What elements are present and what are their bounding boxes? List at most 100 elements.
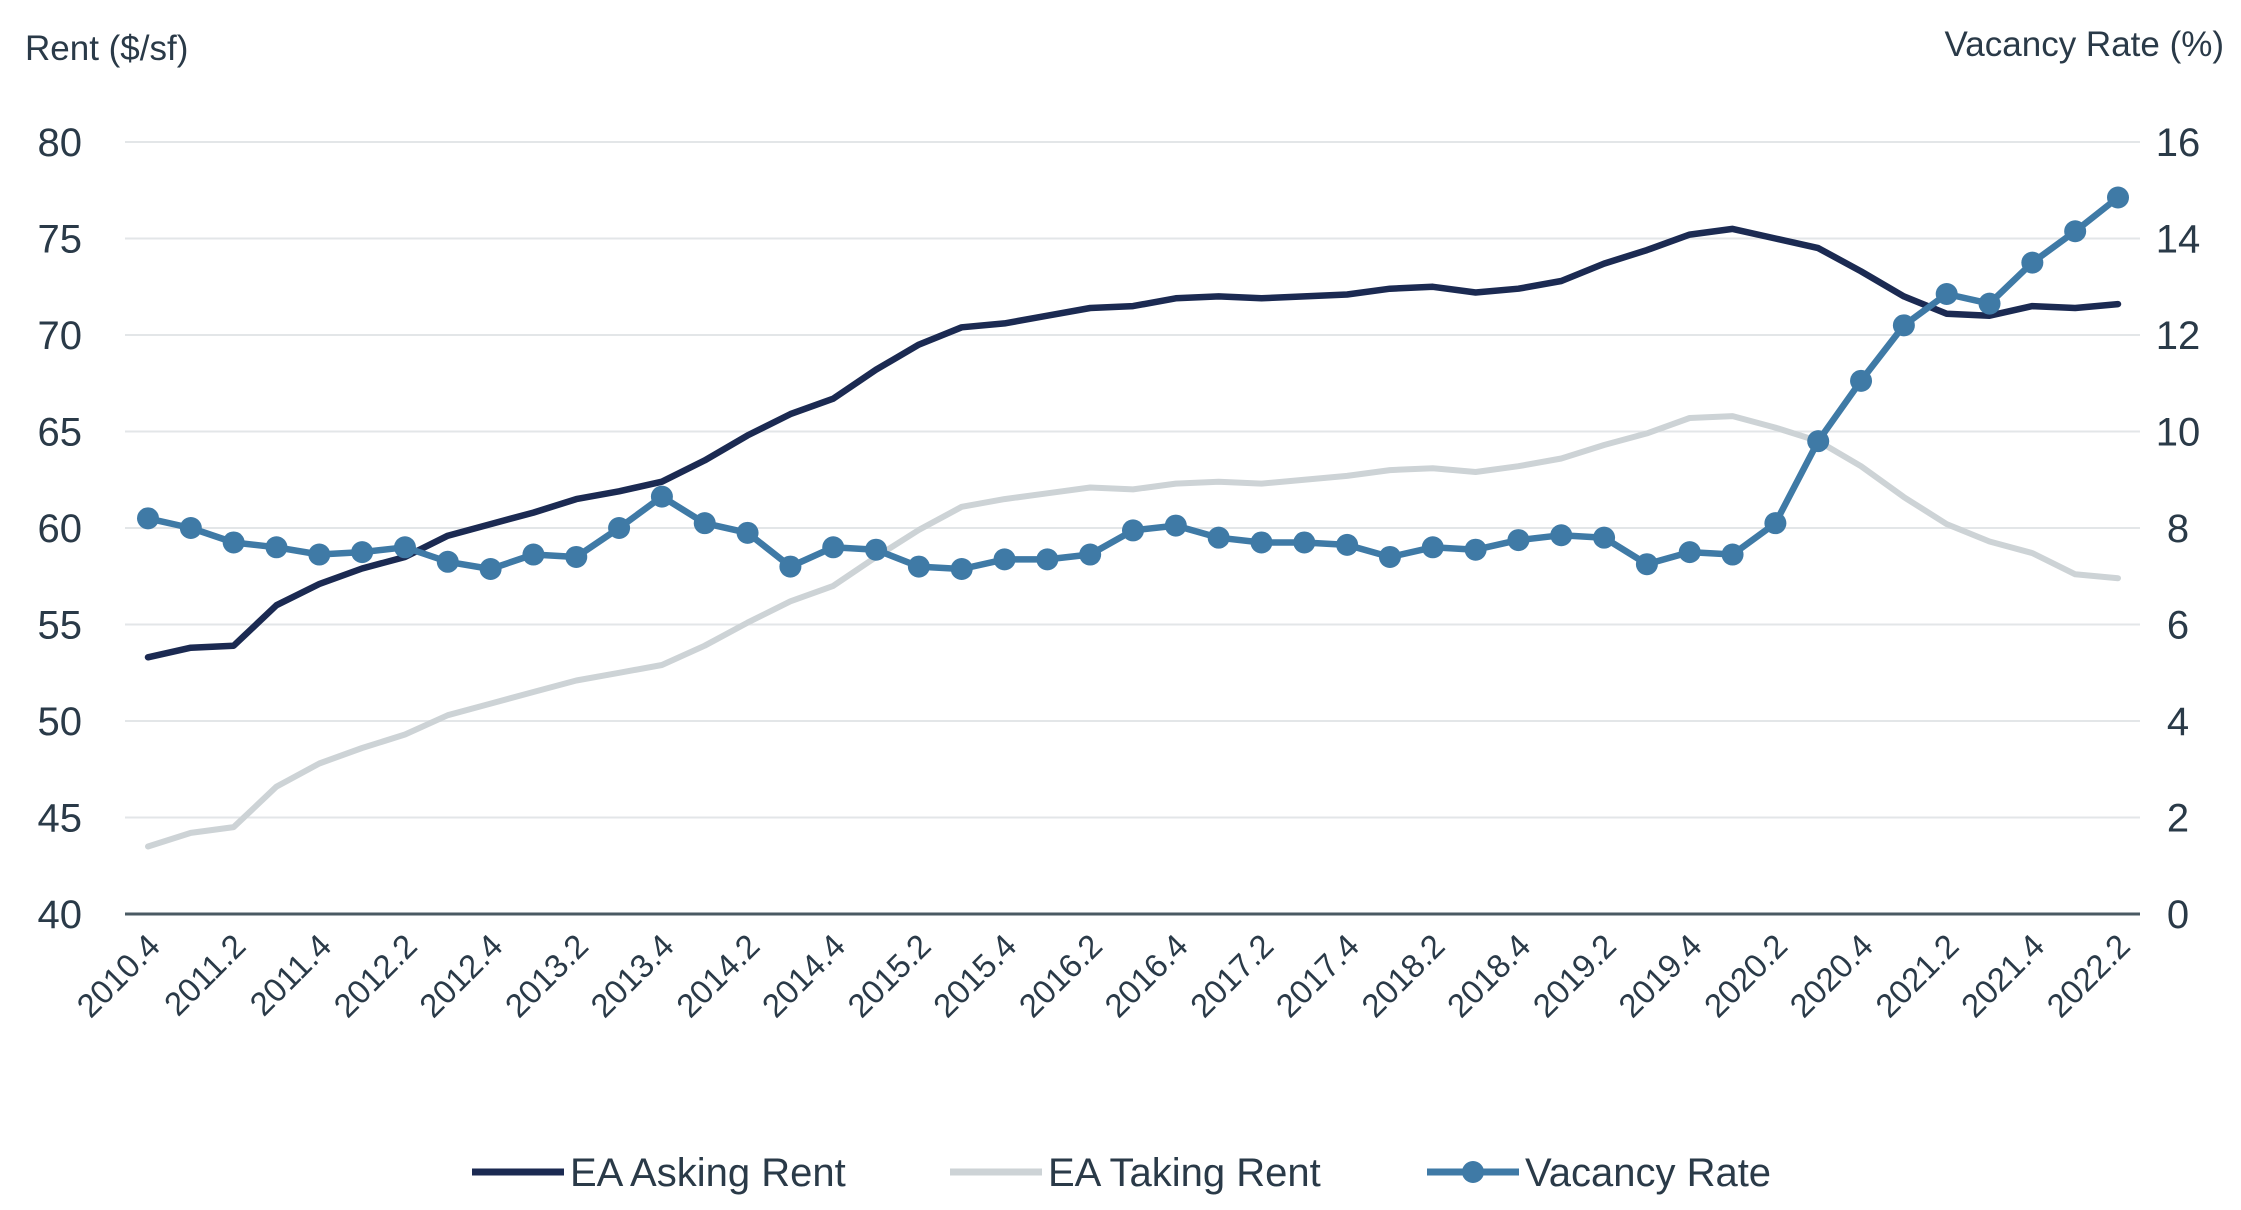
vacancy-rate-point bbox=[1464, 538, 1487, 561]
x-tick-label: 2012.4 bbox=[412, 927, 510, 1025]
vacancy-rate-point bbox=[1250, 531, 1273, 554]
right-tick-label: 10 bbox=[2156, 411, 2201, 455]
x-tick-label: 2019.4 bbox=[1611, 927, 1709, 1025]
vacancy-rate-point bbox=[2107, 186, 2129, 209]
x-tick-label: 2015.2 bbox=[840, 927, 938, 1025]
x-tick-label: 2013.4 bbox=[583, 927, 681, 1025]
vacancy-rate-point bbox=[522, 543, 545, 566]
x-tick-label: 2020.4 bbox=[1782, 927, 1880, 1025]
x-axis-ticks: 2010.42011.22011.42012.22012.42013.22013… bbox=[69, 927, 2137, 1025]
vacancy-rate-point bbox=[479, 558, 502, 581]
left-axis-ticks: 40 45 50 55 60 65 70 75 80 bbox=[38, 121, 83, 937]
legend-label-vacancy-rate: Vacancy Rate bbox=[1525, 1151, 1771, 1195]
legend: EA Asking Rent EA Taking Rent Vacancy Rate bbox=[472, 1151, 1771, 1195]
legend-label-ea-taking-rent: EA Taking Rent bbox=[1048, 1151, 1321, 1195]
left-tick-label: 60 bbox=[38, 507, 83, 551]
vacancy-rate-point bbox=[1336, 533, 1359, 556]
vacancy-rate-point bbox=[436, 550, 459, 573]
x-tick-label: 2020.2 bbox=[1697, 927, 1795, 1025]
x-tick-label: 2019.2 bbox=[1526, 927, 1624, 1025]
left-tick-label: 70 bbox=[38, 314, 83, 358]
vacancy-rate-point bbox=[137, 507, 159, 530]
x-tick-label: 2011.4 bbox=[242, 927, 338, 1023]
x-tick-label: 2012.2 bbox=[326, 927, 424, 1025]
vacancy-rate-point bbox=[1892, 314, 1915, 337]
vacancy-rate-point bbox=[1678, 541, 1701, 564]
vacancy-rate-point bbox=[865, 538, 888, 561]
vacancy-rate-point bbox=[1593, 526, 1616, 549]
left-tick-label: 65 bbox=[38, 411, 83, 455]
x-tick-label: 2018.2 bbox=[1354, 927, 1452, 1025]
ea-taking-rent-line bbox=[145, 413, 2121, 850]
vacancy-rate-point bbox=[650, 485, 673, 508]
vacancy-rate-point bbox=[1978, 292, 2001, 315]
gridlines bbox=[125, 141, 2140, 819]
series-layer bbox=[137, 186, 2129, 850]
vacancy-rate-point bbox=[351, 541, 374, 564]
vacancy-rate-point bbox=[1507, 529, 1530, 552]
x-tick-label: 2014.2 bbox=[669, 927, 767, 1025]
vacancy-rate-point bbox=[608, 517, 631, 539]
vacancy-rate-point bbox=[1293, 531, 1316, 554]
left-tick-label: 50 bbox=[38, 700, 83, 744]
vacancy-rate-point bbox=[822, 536, 845, 559]
vacancy-rate-point bbox=[736, 521, 759, 544]
left-tick-label: 40 bbox=[38, 893, 83, 937]
left-tick-label: 55 bbox=[38, 604, 83, 648]
vacancy-rate-point bbox=[1164, 514, 1187, 537]
x-tick-label: 2018.4 bbox=[1440, 927, 1538, 1025]
vacancy-rate-point bbox=[308, 543, 331, 566]
left-tick-label: 80 bbox=[38, 121, 83, 165]
vacancy-rate-point bbox=[1935, 282, 1958, 305]
x-tick-label: 2021.4 bbox=[1954, 927, 2052, 1025]
left-tick-label: 45 bbox=[38, 797, 83, 841]
right-tick-label: 4 bbox=[2167, 700, 2189, 744]
vacancy-rate-point bbox=[1122, 519, 1144, 542]
right-tick-label: 16 bbox=[2156, 121, 2201, 165]
legend-marker-vacancy-rate bbox=[1462, 1161, 1484, 1183]
vacancy-rate-point bbox=[393, 536, 416, 559]
vacancy-rate-point bbox=[950, 558, 973, 581]
right-axis-ticks: 0 2 4 6 8 10 12 14 16 bbox=[2156, 121, 2201, 937]
vacancy-rate-point bbox=[565, 545, 588, 568]
x-tick-label: 2016.2 bbox=[1012, 927, 1110, 1025]
x-tick-label: 2010.4 bbox=[69, 927, 167, 1025]
right-tick-label: 0 bbox=[2167, 893, 2189, 937]
vacancy-rate-point bbox=[1036, 548, 1059, 571]
vacancy-rate-point bbox=[2064, 220, 2087, 243]
left-axis-title: Rent ($/sf) bbox=[25, 29, 188, 68]
vacancy-rate-point bbox=[1807, 430, 1830, 453]
x-tick-label: 2015.4 bbox=[926, 927, 1024, 1025]
x-tick-label: 2022.2 bbox=[2039, 927, 2137, 1025]
x-tick-label: 2017.4 bbox=[1269, 927, 1367, 1025]
right-tick-label: 6 bbox=[2167, 604, 2189, 648]
vacancy-rate-point bbox=[993, 548, 1016, 571]
vacancy-rate-point bbox=[1721, 543, 1744, 566]
vacancy-rate-point bbox=[222, 531, 245, 554]
vacancy-rate-point bbox=[179, 517, 202, 539]
right-tick-label: 2 bbox=[2167, 797, 2189, 841]
x-tick-label: 2016.4 bbox=[1097, 927, 1195, 1025]
vacancy-rate-point bbox=[2021, 251, 2044, 274]
x-tick-label: 2014.4 bbox=[755, 927, 853, 1025]
vacancy-rate-point bbox=[1635, 553, 1658, 576]
vacancy-rate-point bbox=[779, 555, 802, 578]
legend-label-ea-asking-rent: EA Asking Rent bbox=[570, 1151, 846, 1195]
vacancy-rate-point bbox=[1207, 526, 1230, 549]
x-tick-label: 2013.2 bbox=[498, 927, 596, 1025]
ea-asking-rent-line bbox=[144, 225, 2122, 661]
x-tick-label: 2021.2 bbox=[1868, 927, 1966, 1025]
x-tick-label: 2011.2 bbox=[157, 927, 253, 1023]
vacancy-rate-point bbox=[1850, 369, 1873, 392]
vacancy-rate-point bbox=[907, 555, 930, 578]
left-tick-label: 75 bbox=[38, 218, 83, 262]
right-tick-label: 14 bbox=[2156, 218, 2201, 262]
vacancy-rate-point bbox=[1764, 512, 1787, 535]
vacancy-rate-point bbox=[1550, 524, 1573, 547]
vacancy-rate-point bbox=[1079, 543, 1102, 566]
x-tick-label: 2017.2 bbox=[1183, 927, 1281, 1025]
vacancy-rate-point bbox=[693, 512, 716, 535]
right-tick-label: 8 bbox=[2167, 507, 2189, 551]
right-axis-title: Vacancy Rate (%) bbox=[1945, 25, 2224, 64]
